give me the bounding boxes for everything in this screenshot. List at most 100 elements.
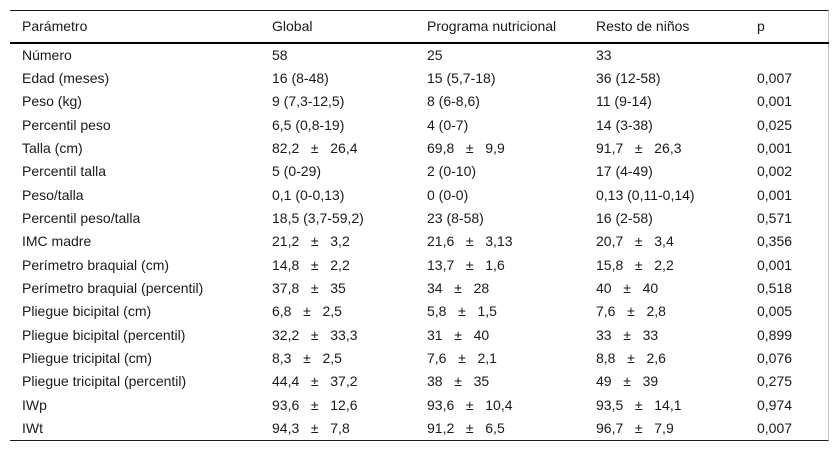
table-row: Pliegue tricipital (cm) 8,3 ± 2,5 7,6 ± … <box>10 347 829 370</box>
table-body: Número 58 25 33 Edad (meses) 16 (8-48) 1… <box>10 43 829 441</box>
cell-p: 0,275 <box>757 373 793 390</box>
cell-resto-de-ninos: 20,7 ± 3,4 <box>596 233 674 250</box>
table-row: Número 58 25 33 <box>10 43 829 67</box>
table-row: IMC madre 21,2 ± 3,2 21,6 ± 3,13 20,7 ± … <box>10 230 829 253</box>
cell-resto-de-ninos: 0,13 (0,11-0,14) <box>596 186 695 203</box>
cell-programa-nutricional: 7,6 ± 2,1 <box>427 349 497 366</box>
cell-programa-nutricional: 21,6 ± 3,13 <box>427 233 513 250</box>
table-row: Perímetro braquial (cm) 14,8 ± 2,2 13,7 … <box>10 254 829 277</box>
col-header-resto-de-ninos: Resto de niños <box>596 11 757 44</box>
cell-programa-nutricional: 91,2 ± 6,5 <box>427 420 505 436</box>
cell-p: 0,002 <box>757 163 793 180</box>
cell-parametro: Perímetro braquial (percentil) <box>22 279 204 296</box>
cell-programa-nutricional: 5,8 ± 1,5 <box>427 303 497 320</box>
cell-parametro: Peso (kg) <box>22 93 82 110</box>
cell-p: 0,007 <box>757 69 793 86</box>
cell-global: 16 (8-48) <box>272 69 329 86</box>
cell-parametro: Número <box>22 46 72 63</box>
cell-resto-de-ninos: 8,8 ± 2,6 <box>596 349 666 366</box>
table-row: Peso (kg) 9 (7,3-12,5) 8 (6-8,6) 11 (9-1… <box>10 90 829 113</box>
table-row: Pliegue bicipital (cm) 6,8 ± 2,5 5,8 ± 1… <box>10 300 829 323</box>
cell-p: 0,001 <box>757 139 793 156</box>
cell-parametro: Percentil talla <box>22 163 107 180</box>
col-header-p: p <box>757 11 829 44</box>
cell-global: 0,1 (0-0,13) <box>272 186 345 203</box>
table-row: Talla (cm) 82,2 ± 26,4 69,8 ± 9,9 91,7 ±… <box>10 137 829 160</box>
cell-p: 0,356 <box>757 233 793 250</box>
cell-p: 0,007 <box>757 420 793 436</box>
cell-resto-de-ninos: 33 ± 33 <box>596 326 659 343</box>
cell-parametro: Percentil peso/talla <box>22 209 141 226</box>
cell-programa-nutricional: 38 ± 35 <box>427 373 490 390</box>
cell-resto-de-ninos: 7,6 ± 2,8 <box>596 303 666 320</box>
table-header-row: Parámetro Global Programa nutricional Re… <box>10 11 829 44</box>
table-row: Pliegue bicipital (percentil) 32,2 ± 33,… <box>10 324 829 347</box>
cell-parametro: Pliegue bicipital (percentil) <box>22 326 186 343</box>
cell-p: 0,025 <box>757 116 793 133</box>
cell-resto-de-ninos: 16 (2-58) <box>596 209 653 226</box>
cell-parametro: IWt <box>22 420 43 436</box>
cell-programa-nutricional: 69,8 ± 9,9 <box>427 139 505 156</box>
cell-resto-de-ninos: 36 (12-58) <box>596 69 661 86</box>
cell-p: 0,005 <box>757 303 793 320</box>
cell-parametro: Pliegue tricipital (percentil) <box>22 373 187 390</box>
statistics-table: Parámetro Global Programa nutricional Re… <box>10 11 829 440</box>
cell-resto-de-ninos: 33 <box>596 46 612 63</box>
cell-p <box>757 43 829 67</box>
cell-global: 6,8 ± 2,5 <box>272 303 342 320</box>
cell-resto-de-ninos: 14 (3-38) <box>596 116 653 133</box>
cell-global: 82,2 ± 26,4 <box>272 139 358 156</box>
cell-p: 0,974 <box>757 396 793 413</box>
cell-p: 0,899 <box>757 326 793 343</box>
cell-programa-nutricional: 34 ± 28 <box>427 279 490 296</box>
col-header-parametro: Parámetro <box>10 11 272 44</box>
cell-p: 0,571 <box>757 209 793 226</box>
cell-parametro: Pliegue bicipital (cm) <box>22 303 152 320</box>
cell-global: 18,5 (3,7-59,2) <box>272 209 364 226</box>
statistics-table-frame: Parámetro Global Programa nutricional Re… <box>10 10 829 442</box>
cell-resto-de-ninos: 96,7 ± 7,9 <box>596 420 674 436</box>
table-row: IWt 94,3 ± 7,8 91,2 ± 6,5 96,7 ± 7,9 0,0… <box>10 417 829 440</box>
cell-resto-de-ninos: 93,5 ± 14,1 <box>596 396 682 413</box>
cell-resto-de-ninos: 91,7 ± 26,3 <box>596 139 682 156</box>
cell-p: 0,518 <box>757 279 793 296</box>
cell-global: 58 <box>272 46 288 63</box>
cell-global: 37,8 ± 35 <box>272 279 346 296</box>
cell-parametro: Talla (cm) <box>22 139 83 156</box>
cell-p: 0,001 <box>757 256 793 273</box>
col-header-global: Global <box>272 11 427 44</box>
cell-programa-nutricional: 4 (0-7) <box>427 116 469 133</box>
cell-programa-nutricional: 8 (6-8,6) <box>427 93 480 110</box>
table-row: Pliegue tricipital (percentil) 44,4 ± 37… <box>10 370 829 393</box>
table-row: Peso/talla 0,1 (0-0,13) 0 (0-0) 0,13 (0,… <box>10 184 829 207</box>
cell-programa-nutricional: 93,6 ± 10,4 <box>427 396 513 413</box>
cell-global: 9 (7,3-12,5) <box>272 93 345 110</box>
cell-global: 44,4 ± 37,2 <box>272 373 358 390</box>
cell-parametro: Percentil peso <box>22 116 111 133</box>
cell-resto-de-ninos: 40 ± 40 <box>596 279 659 296</box>
cell-parametro: Peso/talla <box>22 186 84 203</box>
cell-programa-nutricional: 13,7 ± 1,6 <box>427 256 505 273</box>
col-header-programa-nutricional: Programa nutricional <box>427 11 596 44</box>
table-row: Percentil talla 5 (0-29) 2 (0-10) 17 (4-… <box>10 160 829 183</box>
cell-global: 21,2 ± 3,2 <box>272 233 350 250</box>
cell-p: 0,076 <box>757 349 793 366</box>
cell-resto-de-ninos: 17 (4-49) <box>596 163 653 180</box>
cell-global: 94,3 ± 7,8 <box>272 420 350 436</box>
cell-resto-de-ninos: 49 ± 39 <box>596 373 659 390</box>
cell-global: 32,2 ± 33,3 <box>272 326 358 343</box>
cell-programa-nutricional: 23 (8-58) <box>427 209 484 226</box>
cell-p: 0,001 <box>757 93 793 110</box>
table-header: Parámetro Global Programa nutricional Re… <box>10 11 829 44</box>
cell-global: 5 (0-29) <box>272 163 322 180</box>
table-row: Perímetro braquial (percentil) 37,8 ± 35… <box>10 277 829 300</box>
cell-global: 93,6 ± 12,6 <box>272 396 358 413</box>
cell-global: 14,8 ± 2,2 <box>272 256 350 273</box>
cell-programa-nutricional: 31 ± 40 <box>427 326 490 343</box>
cell-programa-nutricional: 25 <box>427 46 443 63</box>
cell-p: 0,001 <box>757 186 793 203</box>
cell-global: 6,5 (0,8-19) <box>272 116 345 133</box>
cell-parametro: Perímetro braquial (cm) <box>22 256 170 273</box>
cell-global: 8,3 ± 2,5 <box>272 349 342 366</box>
cell-programa-nutricional: 0 (0-0) <box>427 186 469 203</box>
